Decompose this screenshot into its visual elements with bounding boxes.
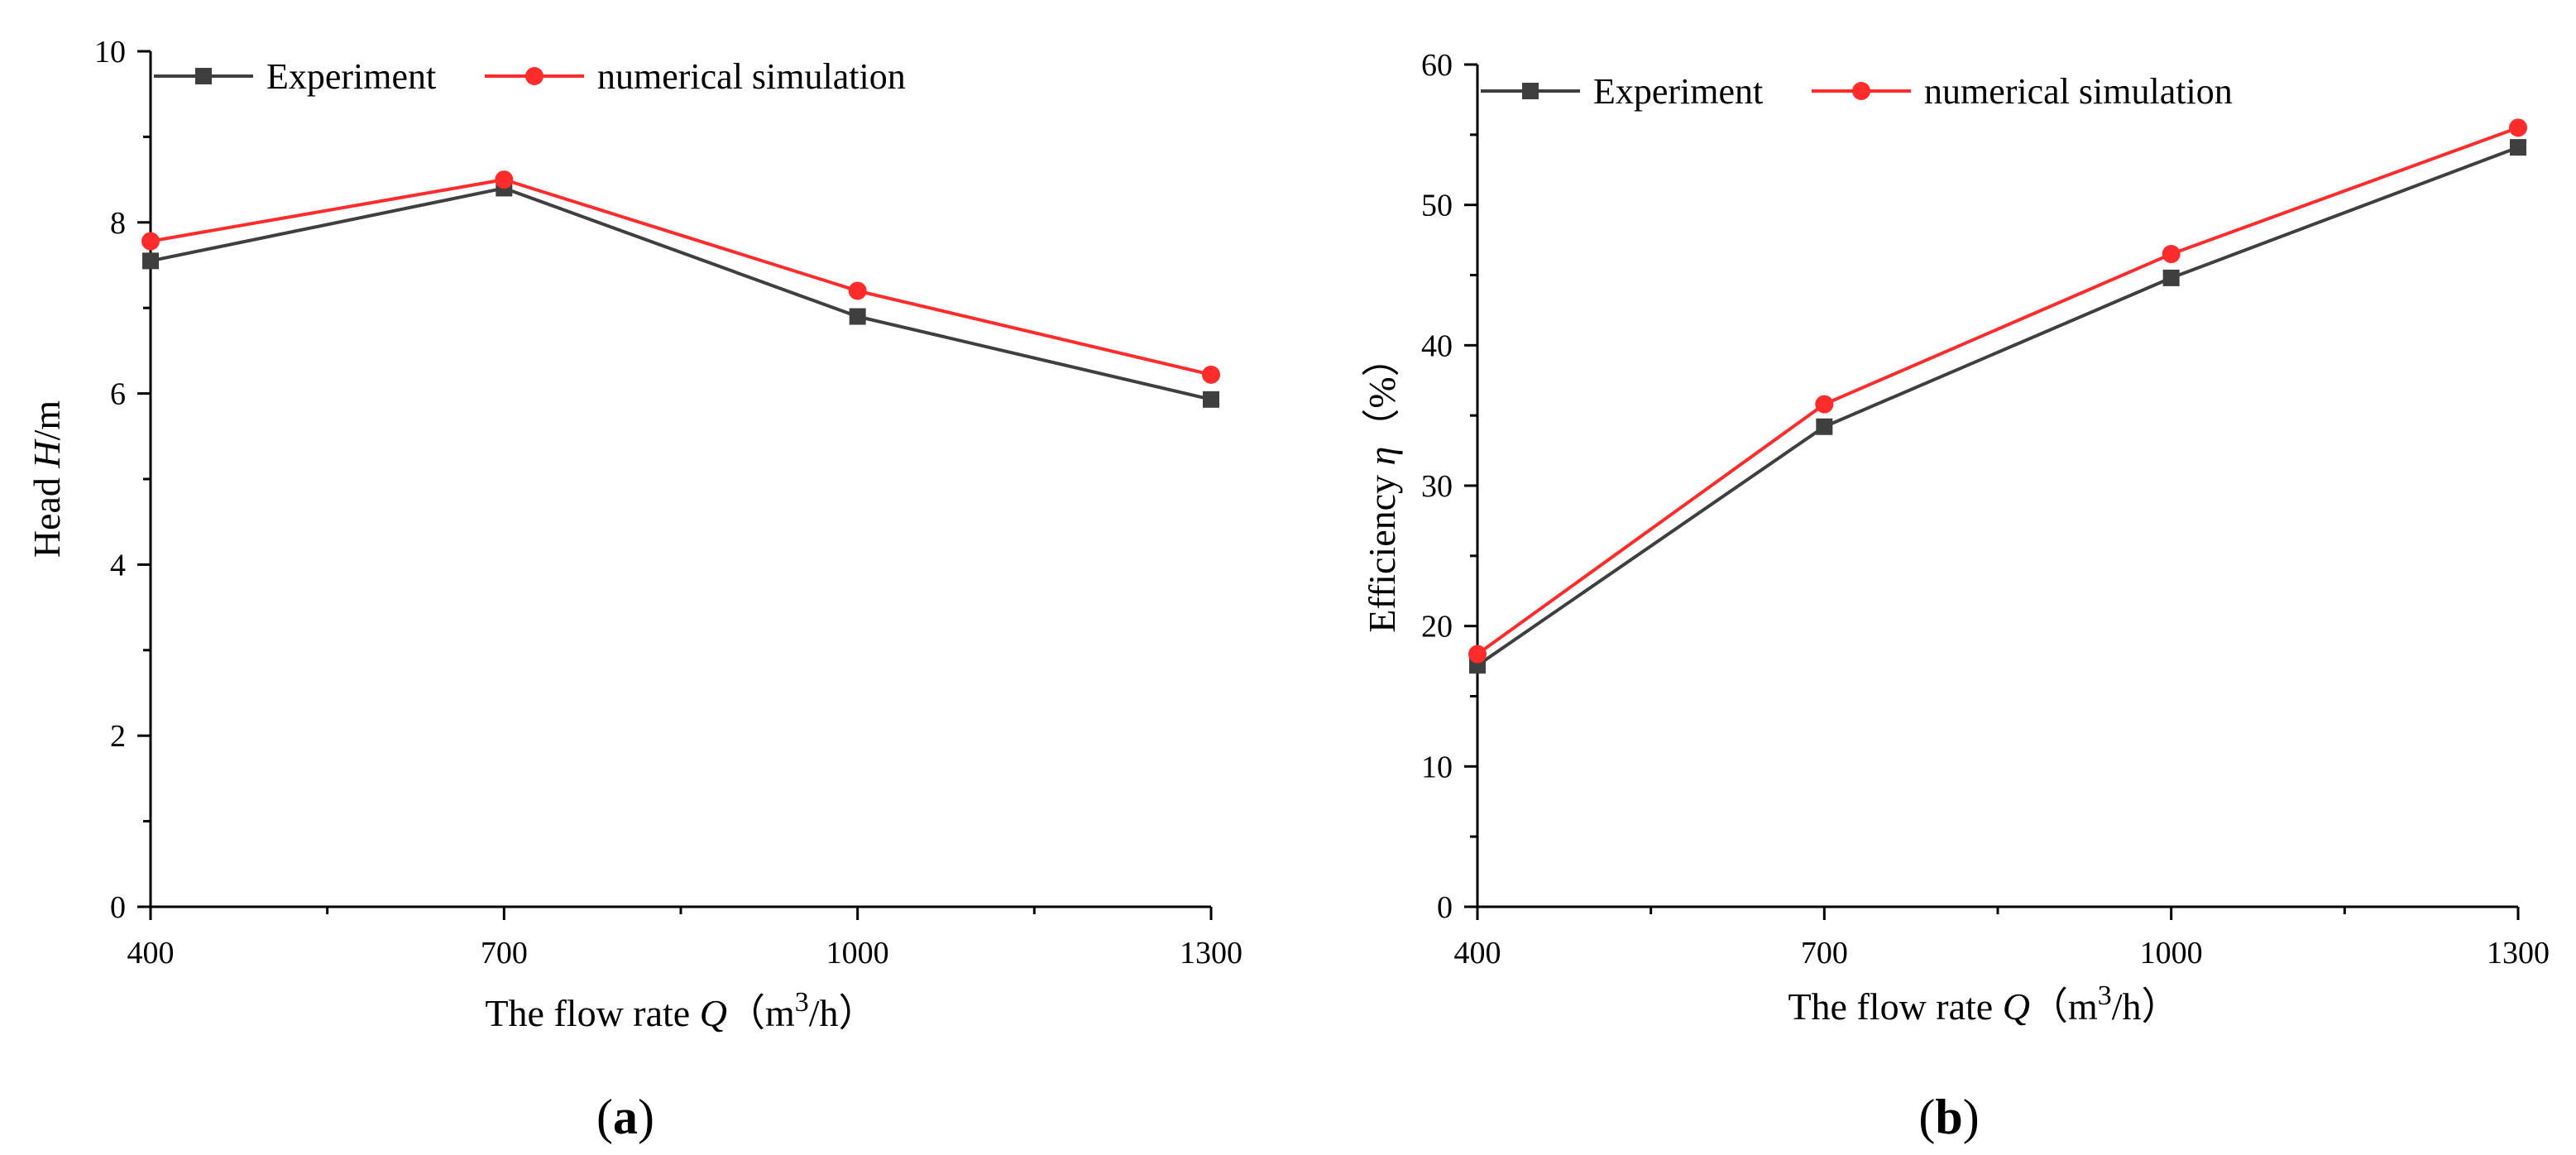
series-line-experiment bbox=[1476, 146, 2519, 667]
y-tick-label: 30 bbox=[1421, 469, 1453, 504]
y-axis-label: Efficiency η（%） bbox=[1361, 338, 1403, 632]
panel-label: (a) bbox=[596, 1090, 654, 1144]
x-tick-label: 700 bbox=[481, 936, 528, 970]
legend-label: Experiment bbox=[1593, 71, 1763, 112]
data-point-experiment bbox=[849, 308, 866, 325]
chart-panel-b: 0 10 20 30 40 50 60 400 700 1000 1300 Experiment num… bbox=[1361, 48, 2550, 1144]
x-tick-label: 1300 bbox=[1180, 936, 1243, 970]
y-tick-label: 0 bbox=[110, 890, 126, 925]
data-point-experiment bbox=[2162, 269, 2180, 286]
y-tick-label: 50 bbox=[1421, 189, 1453, 223]
data-point-simulation bbox=[848, 281, 867, 300]
legend-item: Experiment bbox=[1481, 71, 1763, 112]
y-tick-label: 4 bbox=[110, 548, 126, 582]
y-tick-label: 20 bbox=[1421, 610, 1453, 645]
x-axis-label: The flow rate Q（m3/h） bbox=[485, 987, 876, 1034]
chart-panel-a: 0 2 4 6 8 10 400 700 1000 1300 Experiment numerical… bbox=[26, 35, 1243, 1144]
data-point-simulation bbox=[2509, 118, 2527, 137]
legend-marker-square bbox=[195, 68, 212, 84]
y-tick-label: 6 bbox=[110, 377, 126, 412]
series-line-experiment bbox=[150, 186, 1212, 401]
x-tick-label: 1300 bbox=[2487, 936, 2550, 970]
data-point-simulation bbox=[2162, 245, 2181, 264]
legend-marker-circle bbox=[1852, 82, 1870, 100]
y-tick-label: 60 bbox=[1421, 48, 1453, 83]
y-tick-label: 10 bbox=[1421, 750, 1453, 784]
data-point-simulation bbox=[1468, 645, 1487, 664]
x-tick-label: 1000 bbox=[2140, 936, 2203, 970]
legend-marker-square bbox=[1522, 83, 1539, 99]
legend-label: Experiment bbox=[266, 56, 436, 97]
panel-label: (b) bbox=[1918, 1090, 1979, 1144]
data-point-experiment bbox=[2510, 139, 2526, 156]
data-point-simulation bbox=[1815, 395, 1834, 414]
y-tick-label: 10 bbox=[94, 35, 126, 69]
legend-item: numerical simulation bbox=[485, 56, 906, 97]
legend-label: numerical simulation bbox=[1924, 71, 2233, 112]
x-tick-label: 1000 bbox=[826, 936, 889, 970]
x-tick-label: 700 bbox=[1801, 936, 1848, 970]
data-point-simulation bbox=[141, 232, 160, 251]
data-point-simulation bbox=[1202, 365, 1220, 384]
y-axis-label: Head H/m bbox=[26, 400, 68, 558]
y-tick-label: 2 bbox=[110, 719, 126, 754]
legend-label: numerical simulation bbox=[597, 56, 906, 97]
legend-item: Experiment bbox=[154, 56, 436, 97]
y-tick-label: 8 bbox=[110, 206, 126, 241]
x-axis-label: The flow rate Q（m3/h） bbox=[1788, 980, 2179, 1028]
data-point-experiment bbox=[1816, 418, 1833, 435]
legend-item: numerical simulation bbox=[1812, 71, 2233, 112]
series-line-simulation bbox=[150, 178, 1212, 376]
data-point-experiment bbox=[142, 252, 159, 270]
y-tick-label: 0 bbox=[1437, 890, 1453, 925]
y-tick-label: 40 bbox=[1421, 328, 1453, 363]
series-line-simulation bbox=[1476, 126, 2519, 656]
data-point-experiment bbox=[1203, 391, 1219, 408]
legend-marker-circle bbox=[525, 67, 543, 85]
x-tick-label: 400 bbox=[127, 936, 175, 970]
data-point-simulation bbox=[495, 170, 514, 189]
x-tick-label: 400 bbox=[1454, 936, 1501, 970]
